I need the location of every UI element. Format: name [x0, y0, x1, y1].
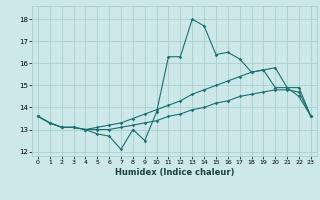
X-axis label: Humidex (Indice chaleur): Humidex (Indice chaleur)	[115, 168, 234, 177]
